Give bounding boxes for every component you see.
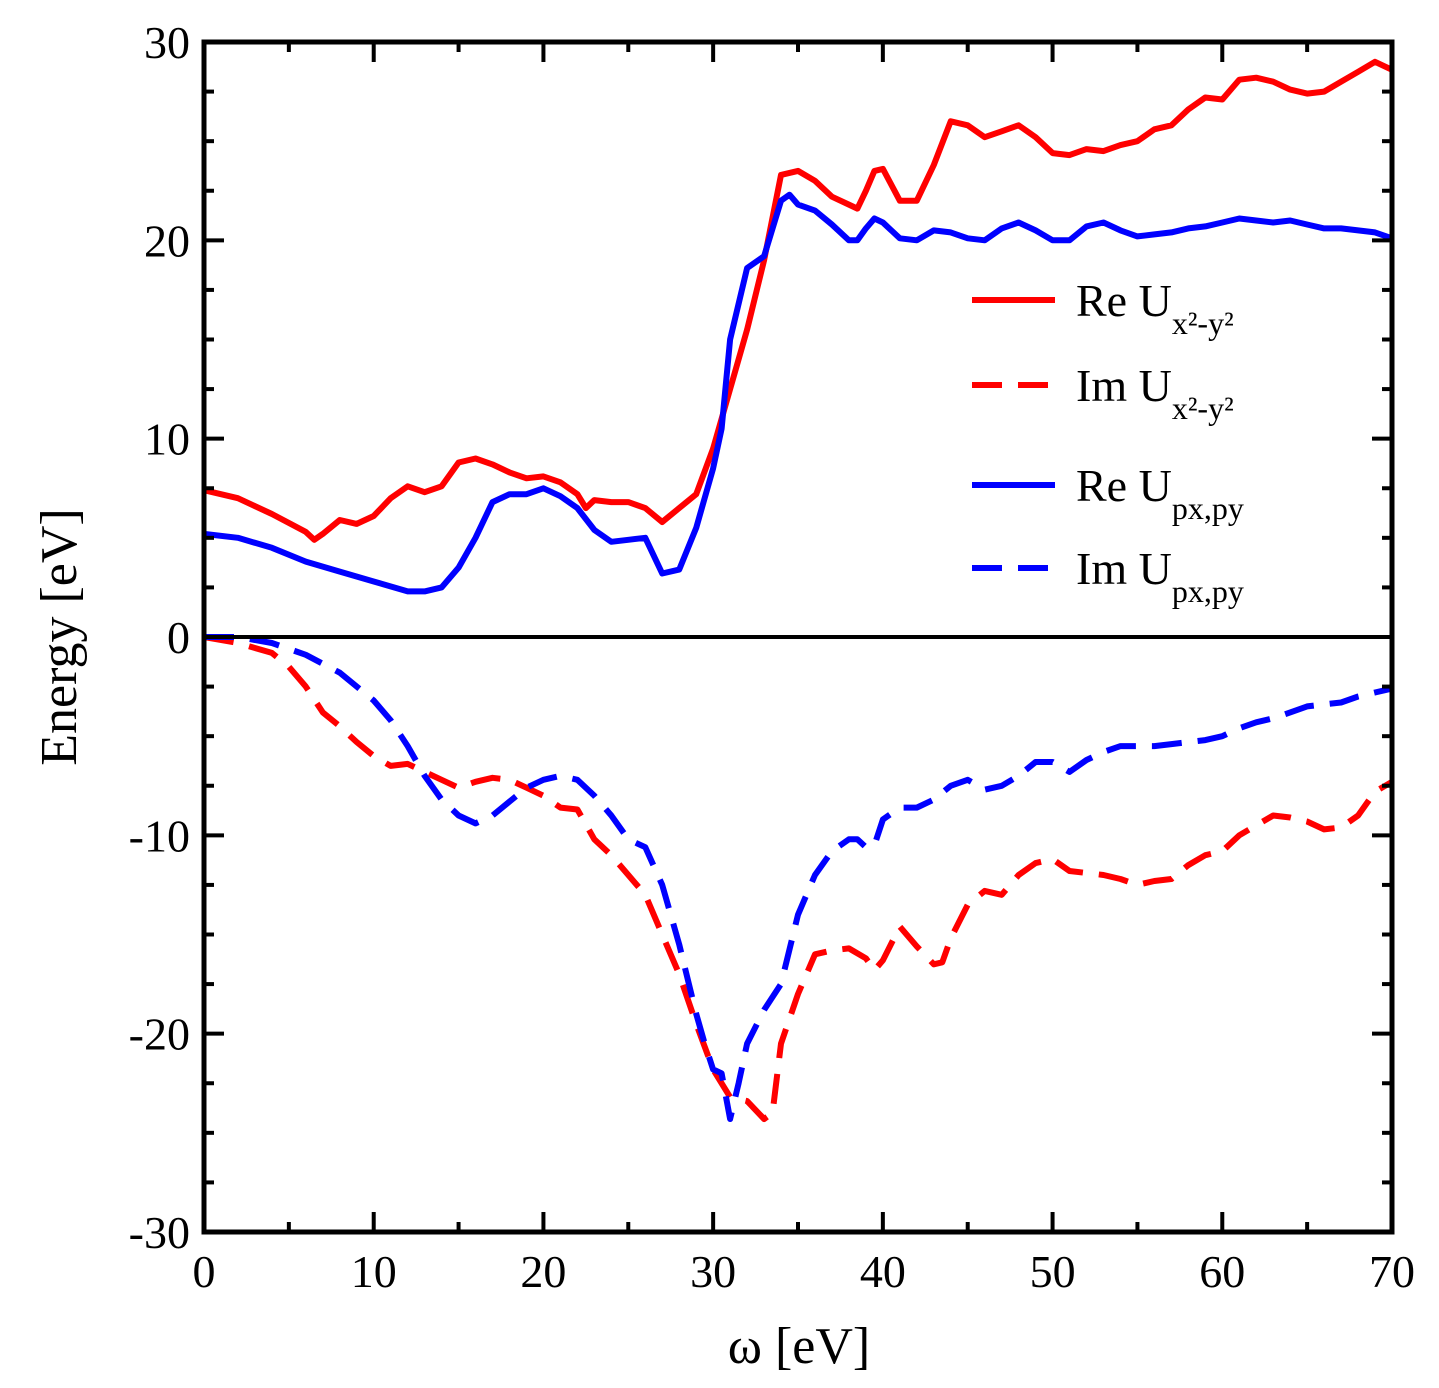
legend-label-2: Im Ux²-y² <box>1076 360 1234 426</box>
x-tick-label: 20 <box>520 1246 566 1297</box>
series-line-2 <box>203 634 1394 1122</box>
tick-labels-layer: 0 10 20 30 40 50 60 70 -30 -20 -10 0 10 20 30 <box>129 17 1415 1297</box>
y-tick-label: -30 <box>129 1207 190 1258</box>
y-tick-label: 10 <box>144 414 190 465</box>
legend-label-1: Re Ux²-y² <box>1076 275 1234 341</box>
x-tick-label: 40 <box>860 1246 906 1297</box>
series-layer <box>203 58 1394 1122</box>
legend-name: Re U <box>1076 275 1172 326</box>
series-line-4 <box>204 634 1393 1122</box>
legend-subscript: x²-y² <box>1172 390 1234 426</box>
series-line-3 <box>203 191 1393 595</box>
legend-label-3: Re Upx,py <box>1076 460 1244 526</box>
legend-subscript: px,py <box>1172 490 1244 526</box>
y-axis-title: Energy [eV] <box>31 508 88 766</box>
x-tick-label: 70 <box>1369 1246 1415 1297</box>
legend-subscript: x²-y² <box>1172 305 1234 341</box>
y-tick-label: 0 <box>167 612 190 663</box>
series-line-1 <box>203 58 1394 543</box>
legend-subscript: px,py <box>1172 573 1244 609</box>
legend-name: Im U <box>1076 543 1172 594</box>
x-axis-title: ω [eV] <box>728 1318 871 1375</box>
y-tick-label: 30 <box>144 17 190 68</box>
x-tick-label: 60 <box>1199 1246 1245 1297</box>
y-tick-label: 20 <box>144 215 190 266</box>
legend-name: Re U <box>1076 460 1172 511</box>
x-tick-label: 0 <box>193 1246 216 1297</box>
x-tick-label: 50 <box>1030 1246 1076 1297</box>
x-tick-label: 30 <box>690 1246 736 1297</box>
legend-name: Im U <box>1076 360 1172 411</box>
y-tick-label: -10 <box>129 810 190 861</box>
ticks-layer <box>202 40 1394 1234</box>
y-tick-label: -20 <box>129 1009 190 1060</box>
legend-label-4: Im Upx,py <box>1076 543 1244 609</box>
x-tick-label: 10 <box>351 1246 397 1297</box>
